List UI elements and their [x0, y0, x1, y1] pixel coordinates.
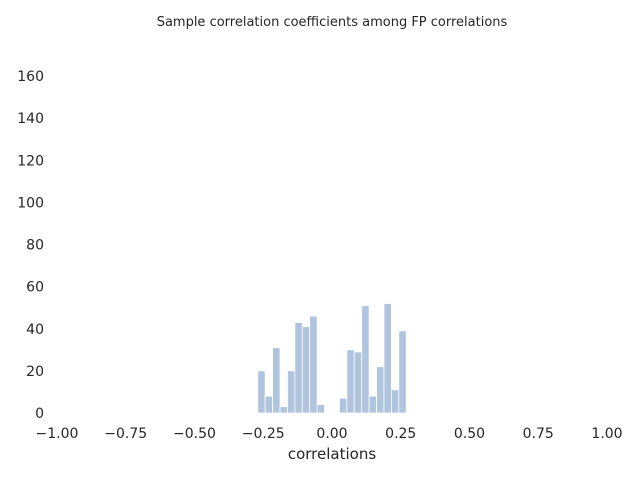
y-tick-label: 100 — [17, 195, 44, 211]
x-tick-label: −0.50 — [173, 426, 216, 442]
histogram-bar-14 — [361, 305, 370, 414]
histogram-bar-15 — [368, 395, 377, 414]
x-tick-label: −1.00 — [36, 426, 79, 442]
histogram-bar-19 — [398, 330, 407, 414]
y-tick-label: 160 — [17, 69, 44, 85]
histogram-bar-16 — [376, 366, 385, 414]
y-axis-ticks: 0 20 40 60 80 100 120 140 160 — [17, 69, 44, 422]
y-tick-label: 0 — [35, 406, 44, 422]
histogram-bar-18 — [390, 389, 400, 414]
histogram-bar-2 — [272, 347, 281, 414]
y-tick-label: 20 — [26, 364, 44, 380]
histogram-bar-7 — [309, 315, 318, 414]
histogram-bar-1 — [264, 395, 273, 414]
histogram-bar-0 — [257, 370, 266, 414]
x-tick-label: −0.75 — [104, 426, 147, 442]
x-tick-label: 1.00 — [591, 426, 622, 442]
chart-title: Sample correlation coefficients among FP… — [157, 15, 508, 30]
y-tick-label: 60 — [26, 280, 44, 296]
x-tick-label: −0.25 — [242, 426, 285, 442]
histogram-bar-13 — [353, 351, 363, 414]
histogram-bar-5 — [294, 322, 303, 414]
histogram-bar-8 — [316, 404, 325, 414]
histogram-bar-12 — [346, 349, 355, 414]
histogram-bar-6 — [301, 326, 311, 414]
y-tick-label: 120 — [17, 153, 44, 169]
histogram-bar-4 — [287, 370, 296, 414]
histogram-bar-17 — [383, 303, 392, 414]
x-tick-label: 0.75 — [523, 426, 554, 442]
y-tick-label: 80 — [26, 238, 44, 254]
x-axis-ticks: −1.00 −0.75 −0.50 −0.25 0.00 0.25 0.50 0.75 1.00 — [36, 426, 623, 442]
y-tick-label: 140 — [17, 111, 44, 127]
histogram-bar-11 — [339, 397, 348, 414]
x-axis-label: correlations — [288, 445, 376, 463]
bars-group — [257, 303, 407, 414]
x-tick-label: 0.50 — [454, 426, 485, 442]
x-tick-label: 0.00 — [316, 426, 347, 442]
histogram-bar-3 — [279, 406, 288, 414]
y-tick-label: 40 — [26, 322, 44, 338]
x-tick-label: 0.25 — [385, 426, 416, 442]
